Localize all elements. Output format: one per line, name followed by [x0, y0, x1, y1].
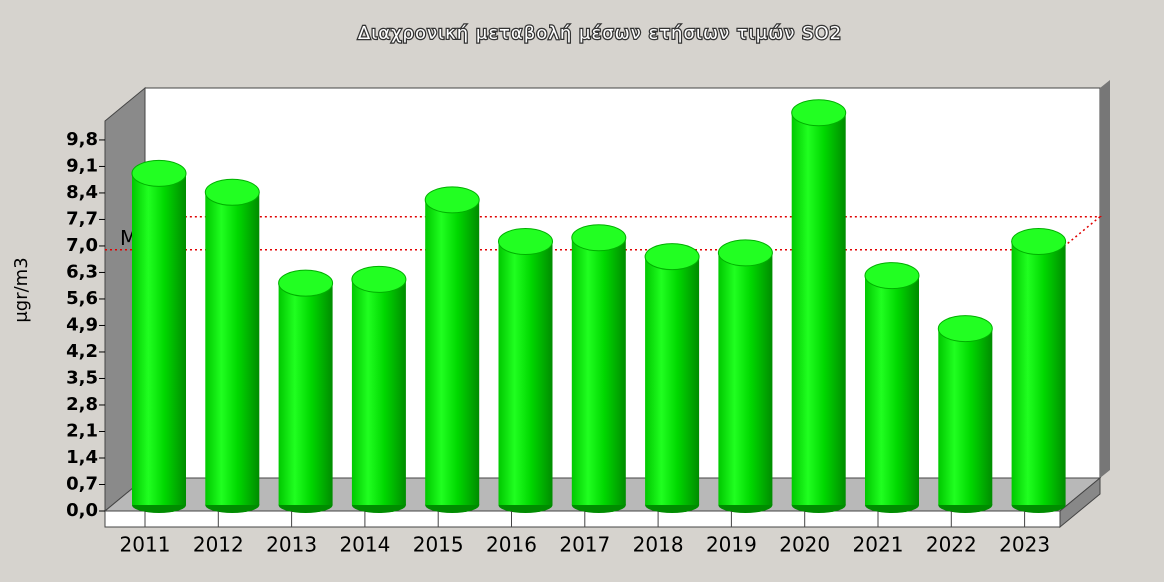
- x-tick-label: 2021: [853, 533, 904, 557]
- bar: [498, 228, 553, 513]
- x-tick-label: 2019: [706, 533, 757, 557]
- y-tick-label: 4,9: [66, 314, 98, 335]
- x-tick-label: 2023: [999, 533, 1050, 557]
- y-tick-label: 0,7: [66, 473, 98, 494]
- base-side: [1059, 476, 1101, 529]
- bar: [644, 243, 700, 513]
- base-front: [104, 510, 1061, 528]
- x-tick-label: 2011: [120, 533, 171, 557]
- y-tick-label: 2,8: [66, 394, 98, 415]
- y-tick-label: 6,3: [66, 261, 98, 282]
- x-tick-label: 2018: [633, 533, 684, 557]
- y-tick-label: 9,8: [66, 129, 98, 150]
- y-tick-label: 2,1: [66, 420, 98, 441]
- bar: [351, 265, 407, 513]
- bar: [864, 262, 920, 513]
- x-tick-label: 2012: [193, 533, 244, 557]
- x-tick-label: 2016: [486, 533, 537, 557]
- x-tick-label: 2013: [266, 533, 317, 557]
- right-edge: [1100, 80, 1110, 478]
- y-tick-label: 1,4: [66, 447, 98, 468]
- x-tick-label: 2015: [413, 533, 464, 557]
- x-tick-label: 2014: [339, 533, 390, 557]
- y-tick-label: 7,0: [66, 235, 98, 256]
- y-tick-label: 3,5: [66, 367, 98, 388]
- x-tick-label: 2017: [559, 533, 610, 557]
- y-tick-label: 7,7: [66, 208, 98, 229]
- y-tick-label: 0,0: [66, 500, 98, 521]
- bar: [1011, 228, 1067, 513]
- y-tick-label: 4,2: [66, 341, 98, 362]
- bar: [204, 178, 260, 513]
- chart-title: Διαχρονική μεταβολή μέσων ετήσιων τιμών …: [358, 23, 842, 44]
- bar: [424, 186, 480, 513]
- bar: [791, 99, 847, 513]
- bar: [278, 269, 334, 513]
- y-tick-label: 9,1: [66, 155, 98, 176]
- x-tick-label: 2020: [779, 533, 830, 557]
- bar: [571, 224, 627, 513]
- bar: [131, 159, 187, 513]
- y-tick-label: 5,6: [66, 288, 98, 309]
- bar: [937, 315, 993, 513]
- bar: [717, 239, 773, 513]
- x-tick-label: 2022: [926, 533, 977, 557]
- y-tick-label: 8,4: [66, 182, 98, 203]
- mean-line: [105, 215, 1103, 251]
- y-axis-label: μgr/m3: [11, 257, 32, 322]
